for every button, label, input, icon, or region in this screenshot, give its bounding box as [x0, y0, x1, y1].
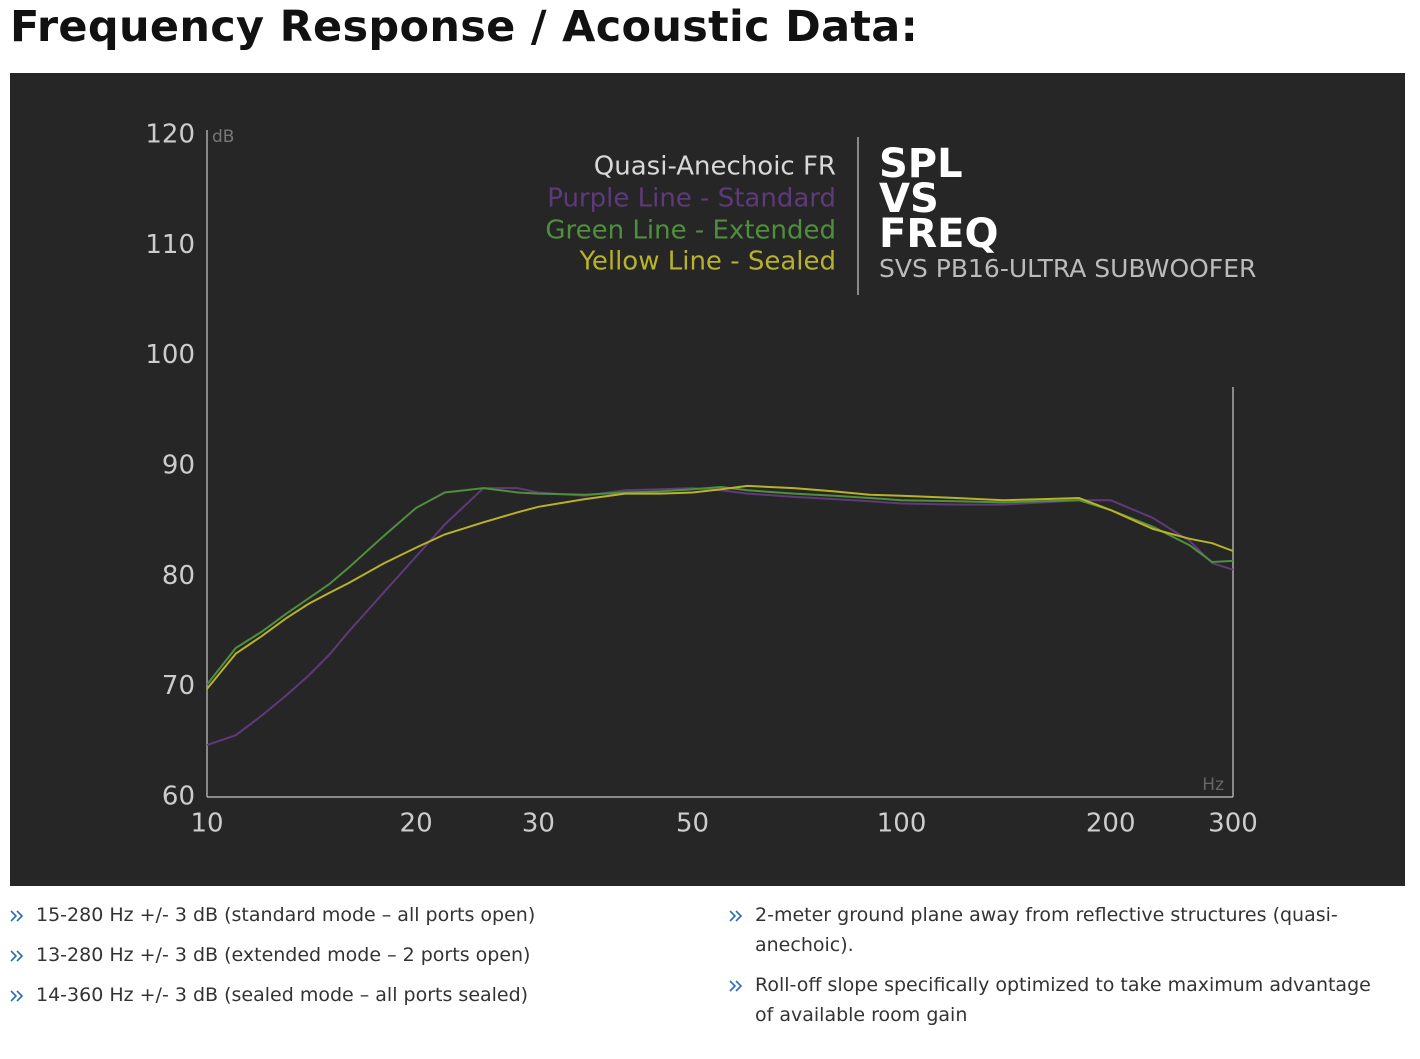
x-tick-label: 50	[676, 809, 709, 839]
legend-title: Quasi-Anechoic FR	[594, 152, 836, 182]
y-tick-label: 60	[162, 782, 195, 812]
chart-title: SPL	[879, 141, 963, 187]
y-tick-label: 110	[145, 230, 195, 260]
note-item: Roll-off slope specifically optimized to…	[729, 970, 1389, 1030]
x-tick-label: 30	[522, 809, 555, 839]
y-tick-label: 70	[162, 671, 195, 701]
x-tick-label: 300	[1208, 809, 1258, 839]
x-tick-label: 200	[1086, 809, 1136, 839]
note-item: 2-meter ground plane away from reflectiv…	[729, 900, 1389, 960]
y-unit: dB	[212, 127, 234, 147]
notes-right: 2-meter ground plane away from reflectiv…	[729, 900, 1389, 1040]
x-tick-label: 20	[400, 809, 433, 839]
note-text: 14-360 Hz +/- 3 dB (sealed mode – all po…	[36, 984, 529, 1006]
note-text: 13-280 Hz +/- 3 dB (extended mode – 2 po…	[36, 944, 531, 966]
note-text: 2-meter ground plane away from reflectiv…	[755, 904, 1338, 956]
note-item: 14-360 Hz +/- 3 dB (sealed mode – all po…	[10, 980, 690, 1010]
notes-left: 15-280 Hz +/- 3 dB (standard mode – all …	[10, 900, 690, 1020]
x-tick-label: 10	[190, 809, 223, 839]
bullet-icon	[10, 990, 24, 1002]
series-line	[206, 485, 1234, 686]
y-tick-label: 120	[145, 120, 195, 150]
bullet-icon	[729, 910, 743, 922]
chevron	[729, 910, 743, 922]
note-item: 15-280 Hz +/- 3 dB (standard mode – all …	[10, 900, 690, 930]
note-text: Roll-off slope specifically optimized to…	[755, 974, 1371, 1026]
series-line	[206, 484, 1234, 690]
note-item: 13-280 Hz +/- 3 dB (extended mode – 2 po…	[10, 940, 690, 970]
legend-entry: Green Line - Extended	[545, 216, 836, 246]
chevron	[10, 910, 24, 922]
y-tick-label: 100	[145, 340, 195, 370]
chart-title: VS	[879, 176, 939, 222]
series-line	[206, 487, 1234, 747]
bullet-icon	[729, 980, 743, 992]
legend-entry: Purple Line - Standard	[547, 184, 836, 214]
chart-title: FREQ	[879, 211, 998, 257]
chevron	[729, 980, 743, 992]
bullet-icon	[10, 950, 24, 962]
y-tick-label: 90	[162, 451, 195, 481]
legend-entry: Yellow Line - Sealed	[578, 247, 836, 277]
note-text: 15-280 Hz +/- 3 dB (standard mode – all …	[36, 904, 536, 926]
y-tick-label: 80	[162, 561, 195, 591]
chevron	[10, 950, 24, 962]
chart: dB Hz Quasi-Anechoic FR SPL VS FREQ SVS …	[10, 73, 1405, 886]
chevron	[10, 990, 24, 1002]
section-title: Frequency Response / Acoustic Data:	[10, 2, 919, 52]
bullet-icon	[10, 910, 24, 922]
x-unit: Hz	[1202, 775, 1224, 795]
chart-subtitle: SVS PB16-ULTRA SUBWOOFER	[879, 254, 1256, 283]
x-tick-label: 100	[877, 809, 927, 839]
